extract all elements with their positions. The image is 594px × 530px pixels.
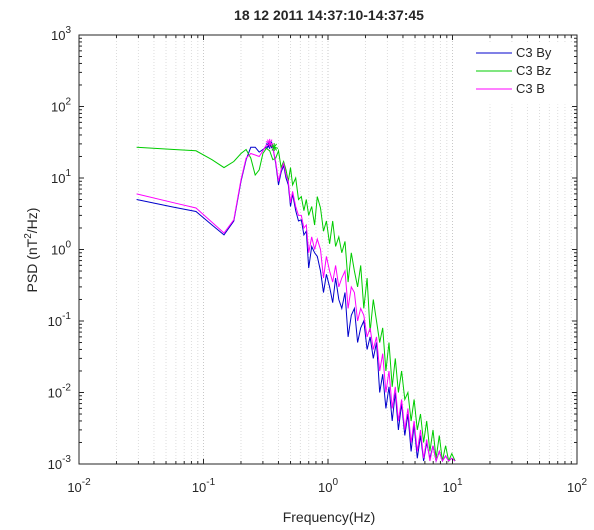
x-tick-label: 101 bbox=[442, 477, 462, 495]
x-tick-label: 100 bbox=[318, 477, 338, 495]
legend: C3 By C3 Bz C3 B bbox=[471, 43, 573, 105]
y-axis-label: PSD (nT2/Hz) bbox=[23, 208, 40, 293]
y-tick-exp: -3 bbox=[62, 454, 71, 465]
legend-label: C3 Bz bbox=[516, 63, 551, 78]
y-tick-base: 10 bbox=[48, 314, 62, 329]
x-tick-exp: 0 bbox=[332, 477, 338, 488]
x-tick-exp: 2 bbox=[581, 477, 587, 488]
x-tick-base: 10 bbox=[567, 480, 581, 495]
y-tick-exp: 1 bbox=[65, 168, 71, 179]
series-line-c3-by bbox=[136, 144, 456, 463]
y-tick-label: 10-1 bbox=[48, 311, 72, 329]
y-tick-exp: 0 bbox=[65, 240, 71, 251]
y-tick-label: 102 bbox=[51, 97, 71, 115]
x-tick-base: 10 bbox=[442, 480, 456, 495]
grid-lines bbox=[115, 35, 572, 464]
y-tick-label: 101 bbox=[51, 168, 71, 186]
x-tick-exp: -2 bbox=[82, 477, 91, 488]
axis-ticks bbox=[78, 34, 578, 465]
y-axis-label-sup: 2 bbox=[23, 233, 34, 239]
legend-label: C3 By bbox=[516, 45, 552, 60]
x-tick-exp: -1 bbox=[206, 477, 215, 488]
peak-marker bbox=[265, 138, 274, 147]
y-tick-base: 10 bbox=[51, 100, 65, 115]
plot-area bbox=[136, 138, 456, 463]
y-axis-label-tail: /Hz) bbox=[24, 208, 40, 234]
x-tick-base: 10 bbox=[318, 480, 332, 495]
x-tick-label: 10-2 bbox=[67, 477, 91, 495]
x-tick-label: 10-1 bbox=[192, 477, 216, 495]
x-tick-exp: 1 bbox=[457, 477, 463, 488]
chart-title: 18 12 2011 14:37:10-14:37:45 bbox=[234, 7, 424, 23]
y-tick-exp: 2 bbox=[65, 97, 71, 108]
y-tick-label: 100 bbox=[51, 240, 71, 258]
y-tick-label: 10-3 bbox=[48, 454, 72, 472]
y-tick-label: 103 bbox=[51, 25, 71, 43]
y-tick-label: 10-2 bbox=[48, 383, 72, 401]
y-axis-label-main: PSD (nT bbox=[24, 238, 40, 292]
legend-box bbox=[471, 43, 573, 105]
y-tick-base: 10 bbox=[48, 457, 62, 472]
y-tick-base: 10 bbox=[51, 171, 65, 186]
legend-label: C3 B bbox=[516, 81, 545, 96]
x-tick-base: 10 bbox=[192, 480, 206, 495]
y-tick-exp: -2 bbox=[62, 383, 71, 394]
x-tick-label: 102 bbox=[567, 477, 587, 495]
series-line-c3-bz bbox=[136, 146, 456, 463]
x-axis-label: Frequency(Hz) bbox=[283, 509, 376, 525]
y-tick-base: 10 bbox=[51, 243, 65, 258]
y-tick-base: 10 bbox=[51, 28, 65, 43]
x-tick-base: 10 bbox=[67, 480, 81, 495]
y-tick-exp: 3 bbox=[65, 25, 71, 36]
x-tick-labels: 10-2 10-1 100 101 102 bbox=[67, 477, 587, 495]
y-tick-base: 10 bbox=[48, 386, 62, 401]
y-tick-exp: -1 bbox=[62, 311, 71, 322]
